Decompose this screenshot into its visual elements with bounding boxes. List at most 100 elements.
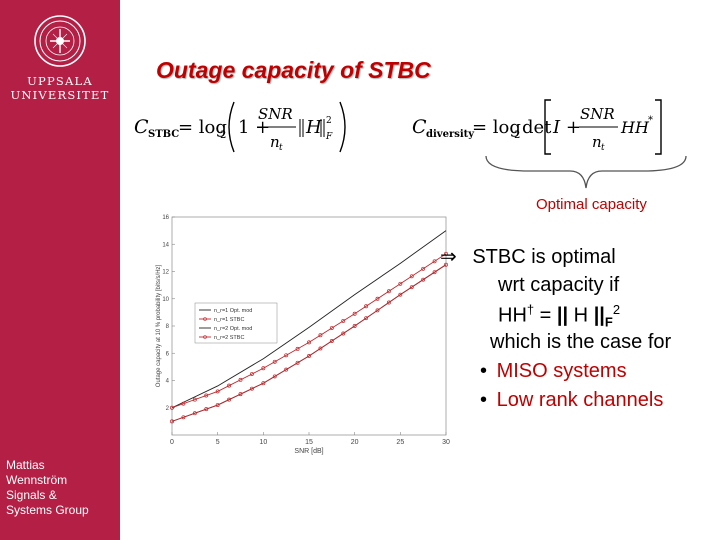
- formula-numerator: SNR: [258, 105, 293, 123]
- y-tick-label: 2: [166, 406, 170, 412]
- data-point: [329, 326, 334, 330]
- slide-title: Outage capacity of STBC: [156, 57, 431, 83]
- data-point: [272, 359, 277, 364]
- equation-mid: =: [534, 304, 557, 327]
- statement-line2: wrt capacity if: [498, 274, 620, 296]
- bullet-item-low-rank: • Low rank channels: [480, 389, 663, 412]
- legend-entry: n_r=1 STBC: [214, 317, 244, 323]
- series-line: [171, 230, 447, 409]
- y-tick-label: 16: [162, 215, 169, 221]
- data-point: [261, 381, 266, 386]
- data-point: [398, 292, 403, 297]
- equation-sup: 2: [612, 302, 621, 317]
- data-point: [398, 281, 403, 286]
- data-point: [181, 415, 186, 420]
- formula-diversity-capacity: C diversity = log 2 det I + SNR n t HH *: [412, 99, 662, 155]
- data-point: [295, 360, 300, 365]
- y-axis-label: Outage capacity at 10 % probability [bit…: [156, 264, 162, 387]
- data-point: [364, 316, 369, 321]
- formula-log-base: 2: [220, 130, 226, 141]
- series-line: [171, 264, 447, 422]
- data-point: [272, 374, 277, 379]
- formula-log-base: 2: [514, 130, 520, 141]
- author-line: Wennström: [6, 473, 68, 487]
- author-credit: Mattias Wennström Signals & Systems Grou…: [6, 458, 89, 518]
- data-point: [227, 397, 232, 402]
- data-point: [215, 389, 220, 394]
- data-point: [295, 346, 300, 351]
- legend-marker: [203, 317, 207, 321]
- bullet-dot: •: [480, 389, 488, 411]
- outage-capacity-chart: Outage capacity at 10 % probability [bit…: [156, 215, 450, 455]
- statement-line4: which is the case for: [490, 331, 672, 353]
- formula-lhs: C: [412, 116, 427, 138]
- bullet-item-miso: • MISO systems: [480, 360, 627, 383]
- sidebar: UPPSALA UNIVERSITET Mattias Wennström Si…: [0, 0, 120, 540]
- data-point: [238, 377, 243, 382]
- data-point: [227, 383, 232, 388]
- y-tick-label: 8: [166, 324, 170, 330]
- statement-equation: HH† = || H ||F2: [498, 302, 620, 330]
- formula-product: HH: [620, 118, 650, 137]
- y-tick-label: 6: [166, 351, 170, 357]
- data-point: [432, 259, 437, 264]
- x-axis-label: SNR [dB]: [294, 448, 323, 455]
- data-point: [421, 277, 426, 282]
- data-point: [215, 403, 220, 407]
- legend-entry: n_r=2 Opt. mod: [214, 326, 252, 332]
- formula-det: det: [522, 117, 552, 138]
- bullet-item-label: MISO systems: [496, 360, 627, 382]
- data-point: [421, 266, 426, 271]
- formula-eq: = log: [472, 117, 521, 138]
- data-point: [375, 296, 380, 301]
- data-point: [432, 270, 437, 275]
- author-line: Systems Group: [6, 503, 89, 517]
- x-tick-label: 30: [442, 439, 450, 446]
- formula-norm-symbol: H: [305, 117, 322, 138]
- y-tick-label: 10: [162, 297, 169, 303]
- formula-lhs: C: [134, 116, 149, 138]
- equation-sub: F: [604, 314, 613, 330]
- data-point: [284, 367, 289, 372]
- data-point: [386, 300, 391, 305]
- x-tick-label: 20: [351, 439, 359, 446]
- data-point: [409, 274, 414, 279]
- bullet-item-label: Low rank channels: [496, 389, 664, 411]
- x-tick-label: 10: [259, 439, 267, 446]
- university-seal-icon: [34, 15, 86, 67]
- data-point: [352, 311, 357, 316]
- data-point: [318, 333, 323, 338]
- equation-dagger: †: [526, 302, 535, 317]
- data-point: [249, 386, 254, 391]
- statement-line1: STBC is optimal: [472, 246, 616, 268]
- formula-numerator: SNR: [580, 105, 615, 123]
- formula-denominator: n: [270, 133, 280, 151]
- author-line: Signals &: [6, 488, 57, 502]
- data-point: [284, 353, 289, 358]
- y-tick-label: 12: [162, 270, 169, 276]
- implies-arrow-icon: ⇒: [440, 246, 457, 268]
- formula-denominator-sub: t: [279, 143, 283, 153]
- formula-norm-sub: F: [325, 132, 333, 142]
- legend-entry: n_r=2 STBC: [214, 335, 244, 341]
- formula-lhs-sub: STBC: [148, 129, 179, 140]
- formula-eq: = log: [178, 117, 227, 138]
- data-point: [204, 407, 209, 412]
- data-point: [170, 405, 174, 410]
- formula-denominator-sub: t: [601, 143, 605, 153]
- formula-stbc-capacity: C STBC = log 2 1 + SNR n t H 2 F: [134, 101, 346, 153]
- curly-brace: [485, 155, 687, 189]
- formula-lhs-sub: diversity: [426, 129, 475, 140]
- equation-norm-open: ||: [556, 304, 569, 327]
- bullet-dot: •: [480, 360, 488, 382]
- data-point: [375, 308, 380, 313]
- x-tick-label: 15: [305, 439, 313, 446]
- data-point: [204, 393, 209, 398]
- data-point: [341, 331, 346, 336]
- data-point: [181, 401, 186, 406]
- x-tick-label: 0: [170, 439, 174, 446]
- data-point: [307, 354, 311, 358]
- x-tick-label: 5: [216, 439, 220, 446]
- data-point: [329, 339, 334, 343]
- x-tick-label: 25: [396, 439, 404, 446]
